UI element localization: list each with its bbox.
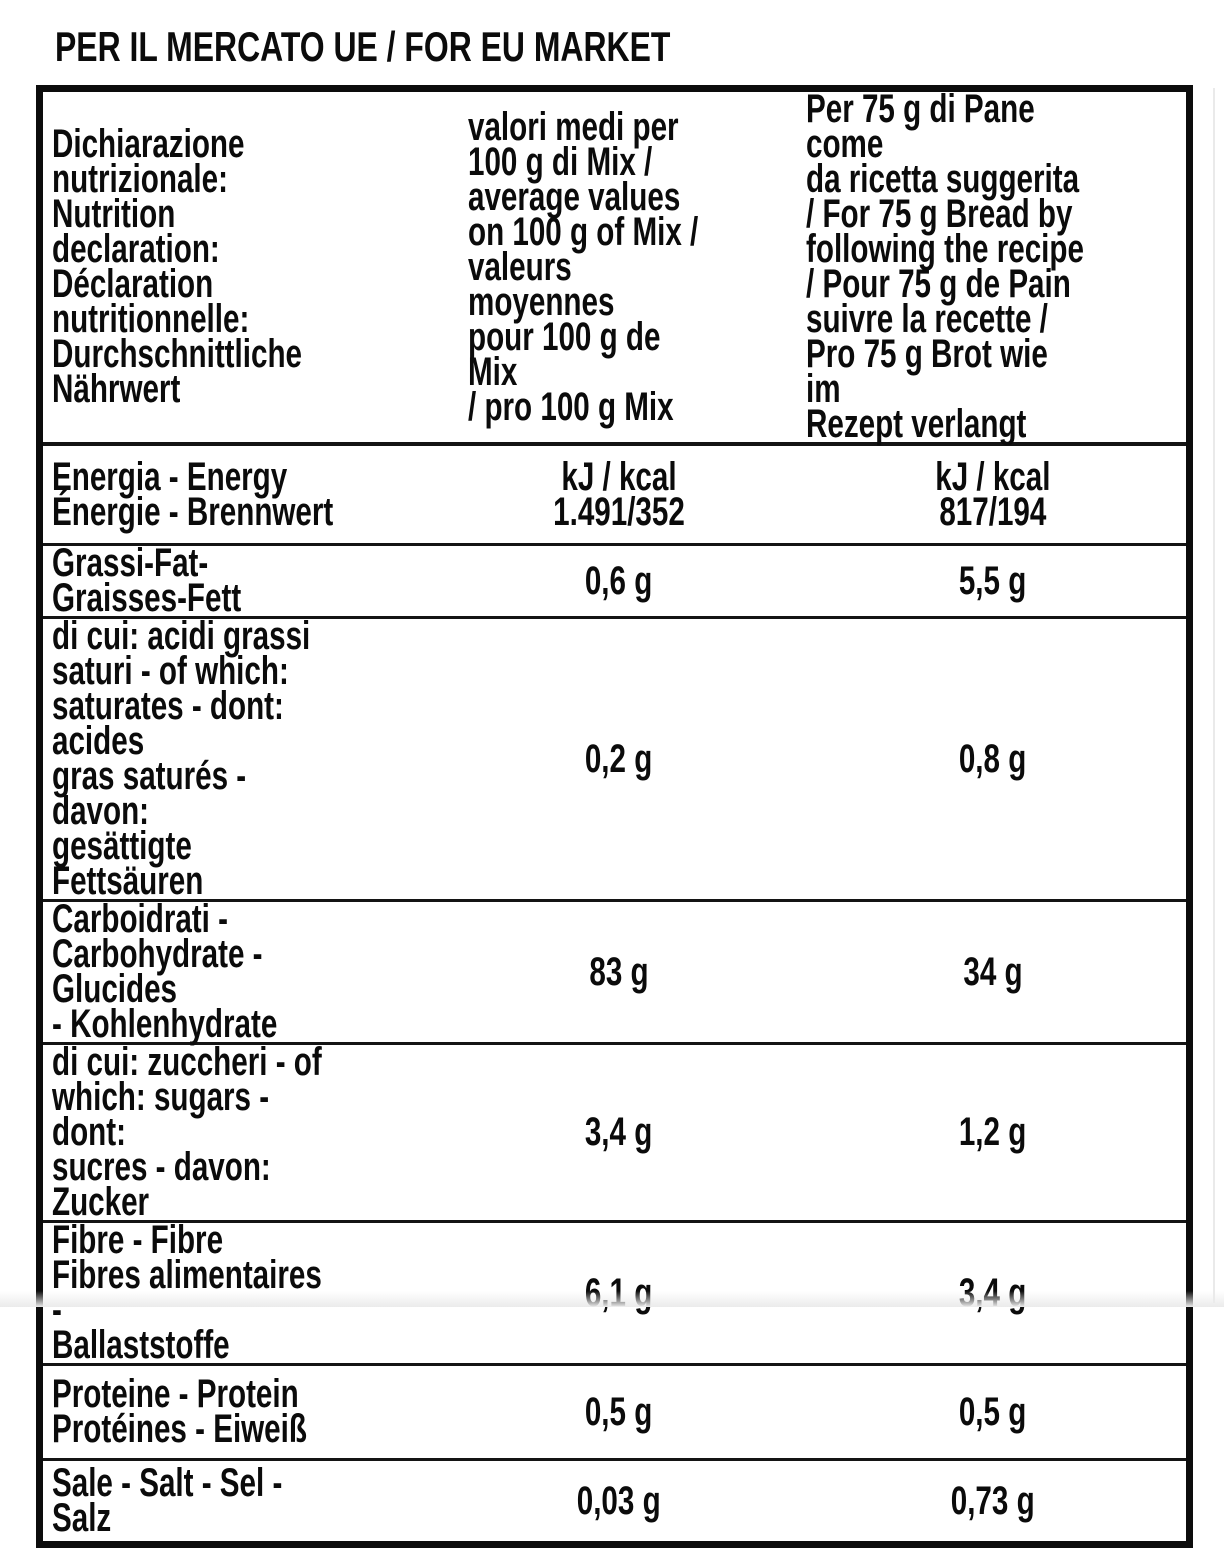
header-per-75g-text: Per 75 g di Pane come da ricetta suggeri… <box>806 87 1084 446</box>
per-100g-value-cell: 0,03 g <box>438 1461 800 1541</box>
per-100g-value-cell: 83 g <box>438 902 800 1042</box>
table-row-carbohydrate: Carboidrati - Carbohydrate - Glucides - … <box>43 897 1186 1046</box>
per-100g-value-text: 83 g <box>589 949 649 994</box>
per-100g-value-cell: 0,6 g <box>438 546 800 616</box>
table-row-energy: Energia - Energy Énergie - Brennwert kJ … <box>43 446 1186 546</box>
per-100g-value-cell: 0,5 g <box>438 1366 800 1458</box>
header-per-100g-text: valori medi per 100 g di Mix / average v… <box>468 104 699 429</box>
per-100g-value-cell: 0,2 g <box>438 619 800 899</box>
per-100g-value-text: 3,4 g <box>585 1110 653 1154</box>
per-75g-value-cell: 0,8 g <box>800 619 1186 899</box>
per-100g-value-text: 0,2 g <box>585 736 653 781</box>
header-nutrient-column: Dichiarazione nutrizionale: Nutrition de… <box>43 92 438 442</box>
nutrient-label-text: di cui: zuccheri - of which: sugars - do… <box>52 1040 322 1224</box>
nutrient-label-cell: Carboidrati - Carbohydrate - Glucides - … <box>43 897 438 1046</box>
nutrition-table: Dichiarazione nutrizionale: Nutrition de… <box>36 85 1193 1548</box>
page-title-text: PER IL MERCATO UE / FOR EU MARKET <box>55 23 671 70</box>
nutrient-label-cell: Grassi-Fat-Graisses-Fett <box>43 541 438 620</box>
per-100g-value-text: 0,6 g <box>585 558 653 603</box>
nutrient-label-text: Grassi-Fat-Graisses-Fett <box>52 541 242 620</box>
table-row-fat: Grassi-Fat-Graisses-Fett 0,6 g 5,5 g <box>43 541 1186 620</box>
table-row-sugars: di cui: zuccheri - of which: sugars - do… <box>43 1040 1186 1224</box>
table-header-row: Dichiarazione nutrizionale: Nutrition de… <box>43 87 1186 446</box>
per-75g-value-cell: 0,5 g <box>800 1366 1186 1458</box>
table-row-protein: Proteine - Protein Protéines - Eiweiß 0,… <box>43 1366 1186 1461</box>
per-100g-value-text: 0,5 g <box>585 1389 653 1434</box>
per-75g-value-text: 0,73 g <box>951 1478 1035 1523</box>
scan-edge-line <box>1213 88 1215 1303</box>
nutrient-label-text: Proteine - Protein Protéines - Eiweiß <box>52 1372 307 1451</box>
per-100g-value-text: kJ / kcal 1.491/352 <box>553 454 685 534</box>
page-title: PER IL MERCATO UE / FOR EU MARKET <box>55 26 865 68</box>
per-75g-value-text: 0,8 g <box>959 736 1027 781</box>
nutrient-label-cell: Proteine - Protein Protéines - Eiweiß <box>43 1366 438 1458</box>
nutrient-label-cell: di cui: zuccheri - of which: sugars - do… <box>43 1040 438 1224</box>
per-75g-value-cell: 0,73 g <box>800 1461 1186 1541</box>
scan-bottom-shadow <box>0 1291 1224 1307</box>
per-75g-value-cell: kJ / kcal 817/194 <box>800 446 1186 543</box>
per-75g-value-text: 1,2 g <box>959 1110 1027 1154</box>
nutrient-label-text: di cui: acidi grassi saturi - of which: … <box>52 614 311 903</box>
header-per-100g-column: valori medi per 100 g di Mix / average v… <box>438 92 800 442</box>
nutrient-label-cell: di cui: acidi grassi saturi - of which: … <box>43 614 438 903</box>
per-75g-value-text: 34 g <box>963 949 1023 994</box>
per-100g-value-text: 0,03 g <box>577 1478 661 1523</box>
nutrient-label-text: Carboidrati - Carbohydrate - Glucides - … <box>52 897 278 1046</box>
per-75g-value-cell: 34 g <box>800 902 1186 1042</box>
nutrient-label-cell: Sale - Salt - Sel - Salz <box>43 1461 438 1541</box>
per-75g-value-text: 0,5 g <box>959 1389 1027 1434</box>
header-nutrient-text: Dichiarazione nutrizionale: Nutrition de… <box>52 122 303 411</box>
per-75g-value-text: kJ / kcal 817/194 <box>935 454 1051 534</box>
nutrient-label-cell: Energia - Energy Énergie - Brennwert <box>43 446 438 543</box>
per-75g-value-cell: 1,2 g <box>800 1045 1186 1220</box>
nutrient-label-text: Energia - Energy Énergie - Brennwert <box>52 454 334 534</box>
header-per-75g-column: Per 75 g di Pane come da ricetta suggeri… <box>800 87 1186 446</box>
per-100g-value-cell: 3,4 g <box>438 1045 800 1220</box>
per-75g-value-text: 5,5 g <box>959 558 1027 603</box>
nutrient-label-text: Sale - Salt - Sel - Salz <box>52 1461 283 1540</box>
table-row-saturates: di cui: acidi grassi saturi - of which: … <box>43 614 1186 903</box>
table-row-salt: Sale - Salt - Sel - Salz 0,03 g 0,73 g <box>43 1461 1186 1541</box>
per-75g-value-cell: 5,5 g <box>800 546 1186 616</box>
per-100g-value-cell: kJ / kcal 1.491/352 <box>438 446 800 543</box>
